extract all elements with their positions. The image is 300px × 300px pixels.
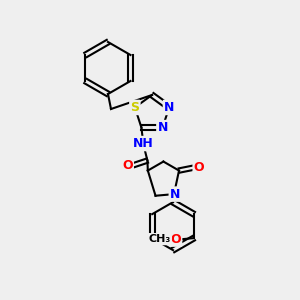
Text: S: S <box>130 101 140 114</box>
Text: CH₃: CH₃ <box>149 234 171 244</box>
Text: O: O <box>122 159 133 172</box>
Text: N: N <box>158 121 168 134</box>
Text: N: N <box>164 101 174 114</box>
Text: O: O <box>170 232 181 246</box>
Text: O: O <box>194 161 204 174</box>
Text: N: N <box>170 188 180 201</box>
Text: NH: NH <box>133 137 154 150</box>
